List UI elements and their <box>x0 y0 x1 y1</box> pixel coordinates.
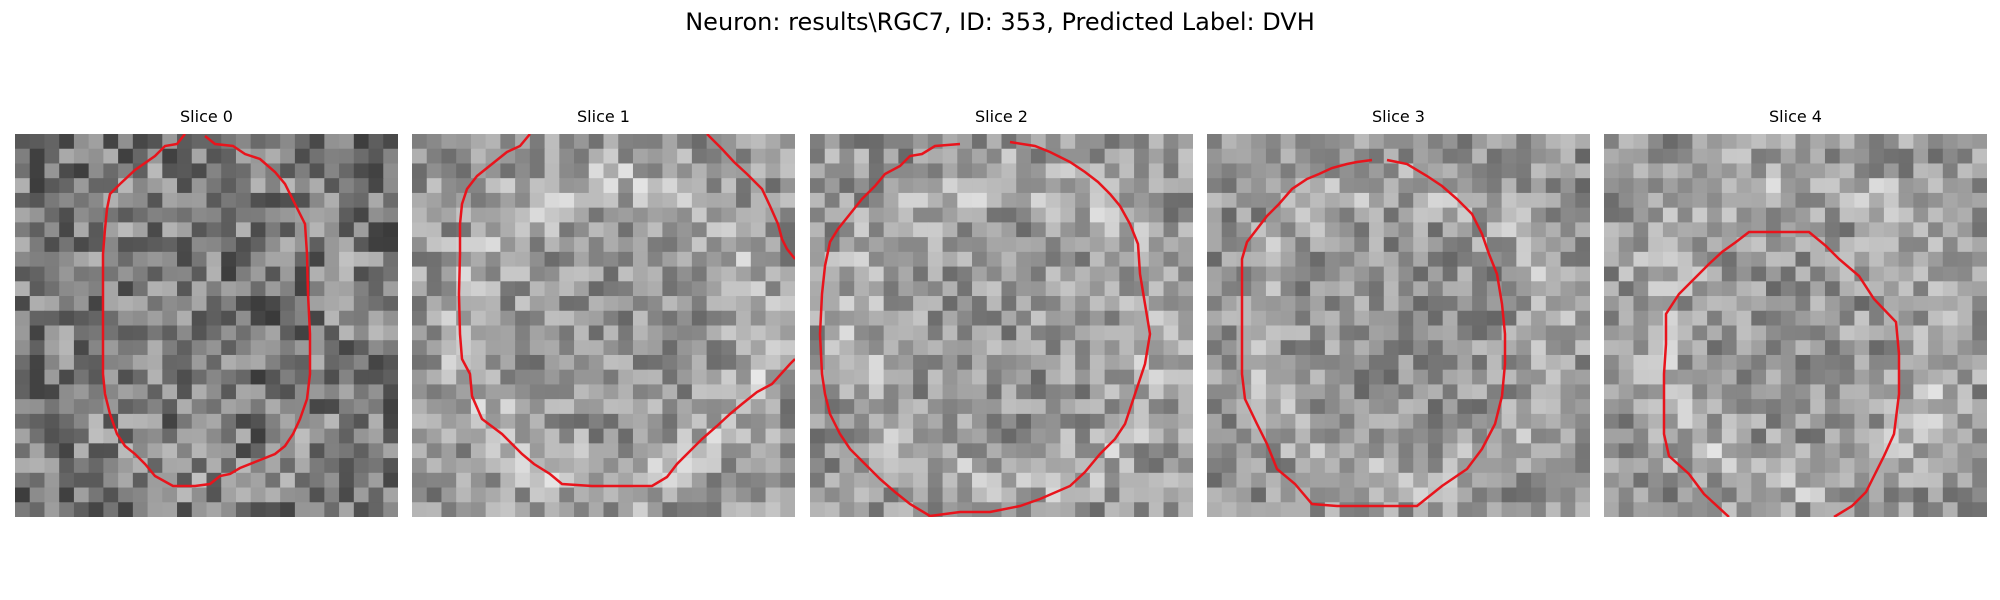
slice-image-3 <box>1207 134 1590 517</box>
slice-title-4: Slice 4 <box>1769 107 1822 126</box>
figure-title: Neuron: results\RGC7, ID: 353, Predicted… <box>685 8 1315 36</box>
slice-image-1 <box>412 134 795 517</box>
slice-panel-1: Slice 1 <box>412 107 795 517</box>
segmentation-contour <box>706 134 795 260</box>
slice-panel-3: Slice 3 <box>1207 107 1590 517</box>
slice-panel-2: Slice 2 <box>810 107 1193 517</box>
slice-panel-0: Slice 0 <box>15 107 398 517</box>
slice-image-4 <box>1604 134 1987 517</box>
slice-title-1: Slice 1 <box>577 107 630 126</box>
segmentation-contour <box>457 134 795 488</box>
slice-image-2 <box>810 134 1193 517</box>
slice-title-2: Slice 2 <box>975 107 1028 126</box>
slice-panel-4: Slice 4 <box>1604 107 1987 517</box>
segmentation-contour <box>1240 158 1507 508</box>
slice-title-3: Slice 3 <box>1372 107 1425 126</box>
segmentation-contour <box>818 140 1152 517</box>
slice-title-0: Slice 0 <box>180 107 233 126</box>
slice-image-0 <box>15 134 398 517</box>
segmentation-contour <box>101 134 312 488</box>
segmentation-contour <box>1662 230 1901 517</box>
